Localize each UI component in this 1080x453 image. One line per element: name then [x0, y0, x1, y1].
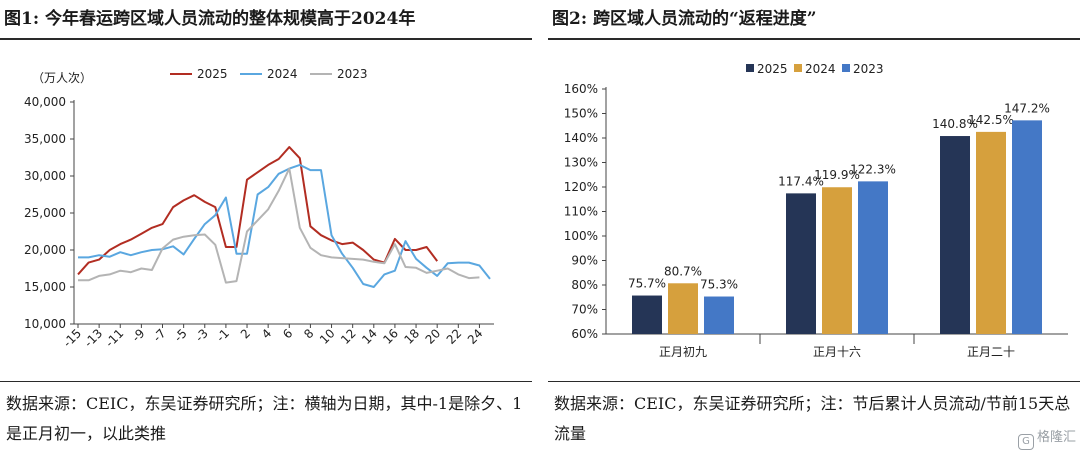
- y-axis-label: （万人次）: [32, 71, 92, 85]
- bar-data-label-2024: 119.9%: [814, 168, 860, 182]
- bar-2024: [668, 283, 698, 334]
- series-line-2025: [77, 146, 438, 276]
- y-tick-label: 15,000: [24, 280, 66, 294]
- legend-label-2025: 2025: [197, 67, 228, 81]
- bar-2023: [704, 296, 734, 334]
- legend-swatch-2025: [746, 64, 754, 72]
- y-tick-label: 25,000: [24, 206, 66, 220]
- figure2-panel: 图2: 跨区域人员流动的“返程进度” 60% 70% 80% 90% 100% 110% 1…: [548, 0, 1080, 453]
- figure1-top-rule: [0, 38, 532, 40]
- bar-2024: [976, 131, 1006, 334]
- bar-2025: [786, 193, 816, 334]
- bar-data-label-2023: 147.2%: [1004, 101, 1050, 115]
- legend-swatch-2023: [842, 64, 850, 72]
- legend-label-2023: 2023: [337, 67, 368, 81]
- x-tick-label: -7: [150, 326, 168, 344]
- figure2-top-rule: [548, 38, 1080, 40]
- figure2-bottom-rule: [548, 381, 1080, 382]
- bar-2023: [1012, 120, 1042, 334]
- x-tick-label: 10: [317, 326, 338, 347]
- y-tick-label: 35,000: [24, 132, 66, 146]
- x-tick-label: 2: [238, 326, 253, 341]
- legend-label-2024: 2024: [805, 62, 836, 76]
- figure1-line-chart: （万人次） 10,000 15,000 20,000 25,000 30,000 35,00…: [24, 67, 494, 350]
- x-category-label: 正月二十: [967, 345, 1015, 359]
- figure2-title: 图2: 跨区域人员流动的“返程进度”: [552, 9, 817, 29]
- x-tick-label: 8: [301, 326, 316, 341]
- x-tick-label: 22: [444, 326, 465, 347]
- x-tick-label: 18: [401, 326, 422, 347]
- y-tick-label: 70%: [571, 303, 598, 317]
- x-tick-label: 16: [380, 326, 401, 347]
- bar-data-label-2025: 75.7%: [628, 277, 666, 291]
- x-tick-label: -5: [171, 326, 189, 344]
- x-tick-label: 6: [280, 326, 295, 341]
- legend-label-2023: 2023: [853, 62, 884, 76]
- bar-data-label-2024: 80.7%: [664, 264, 702, 278]
- x-tick-label: -9: [129, 326, 147, 344]
- figure2-source-note: 数据来源：CEIC，东吴证券研究所；注：节后累计人员流动/节前15天总流量: [554, 394, 1071, 443]
- bar-2025: [940, 136, 970, 334]
- bar-data-label-2023: 75.3%: [700, 278, 738, 292]
- y-tick-label: 150%: [564, 107, 598, 121]
- legend-swatch-2024: [794, 64, 802, 72]
- x-tick-label: 4: [259, 326, 274, 341]
- y-tick-label: 110%: [564, 205, 598, 219]
- y-tick-label: 160%: [564, 82, 598, 96]
- y-tick-label: 140%: [564, 131, 598, 145]
- x-tick-label: 12: [338, 326, 359, 347]
- x-tick-label: -11: [103, 326, 127, 350]
- bar-data-label-2025: 117.4%: [778, 174, 824, 188]
- bar-data-label-2023: 122.3%: [850, 162, 896, 176]
- y-tick-label: 100%: [564, 229, 598, 243]
- legend-label-2025: 2025: [757, 62, 788, 76]
- figure1-bottom-rule: [0, 381, 532, 382]
- x-tick-label: 20: [423, 326, 444, 347]
- y-tick-label: 120%: [564, 180, 598, 194]
- bar-2023: [858, 181, 888, 334]
- y-tick-label: 60%: [571, 327, 598, 341]
- y-tick-label: 10,000: [24, 317, 66, 331]
- x-tick-label: -13: [81, 326, 105, 350]
- series-line-2024: [78, 163, 491, 288]
- figure1-source-note: 数据来源：CEIC，东吴证券研究所；注：横轴为日期，其中-1是除夕、1是正月初一…: [6, 394, 523, 443]
- x-tick-label: 14: [359, 326, 380, 347]
- figure1-title: 图1: 今年春运跨区域人员流动的整体规模高于2024年: [4, 9, 416, 29]
- legend-label-2024: 2024: [267, 67, 298, 81]
- figure2-bar-chart: 60% 70% 80% 90% 100% 110% 120% 130% 140% 150% 160%…: [564, 62, 1068, 359]
- series-line-2023: [78, 167, 480, 284]
- y-tick-label: 80%: [571, 278, 598, 292]
- y-tick-label: 30,000: [24, 169, 66, 183]
- x-tick-label: -1: [214, 326, 232, 344]
- figure1-panel: 图1: 今年春运跨区域人员流动的整体规模高于2024年 （万人次） 10,000 1…: [0, 0, 532, 453]
- bar-data-label-2024: 142.5%: [968, 113, 1014, 127]
- y-tick-label: 90%: [571, 254, 598, 268]
- y-tick-label: 40,000: [24, 95, 66, 109]
- x-tick-label: -3: [193, 326, 211, 344]
- watermark: G 格隆汇: [1017, 426, 1076, 450]
- watermark-text: 格隆汇: [1036, 430, 1076, 445]
- y-tick-label: 130%: [564, 156, 598, 170]
- bar-2024: [822, 187, 852, 334]
- gelonghui-logo-icon: G: [1017, 434, 1034, 450]
- x-tick-label: 24: [465, 326, 486, 347]
- x-category-label: 正月初九: [659, 345, 707, 359]
- y-tick-label: 20,000: [24, 243, 66, 257]
- bar-data-label-2025: 140.8%: [932, 117, 978, 131]
- bar-2025: [632, 295, 662, 334]
- x-category-label: 正月十六: [813, 345, 861, 359]
